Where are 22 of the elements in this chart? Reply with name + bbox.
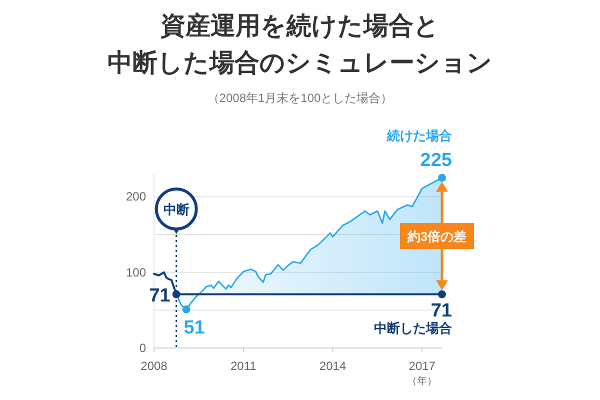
- annotation: 71: [149, 285, 171, 306]
- point: [182, 305, 190, 314]
- annotation: 51: [184, 317, 206, 338]
- x-axis-title: （年）: [407, 375, 438, 387]
- x-tick-label: 2014: [319, 359, 346, 373]
- point: [438, 290, 446, 298]
- ref-line-label: 中断: [163, 202, 190, 217]
- x-tick-label: 2017: [408, 359, 436, 373]
- point: [172, 290, 180, 298]
- text: 続けた場合: [386, 128, 452, 143]
- chart-subtitle: （2008年1月末を100とした場合）: [207, 91, 393, 105]
- annotation: 約3倍の差: [406, 229, 467, 244]
- annotation: 225: [420, 150, 452, 171]
- series-label: 中断した場合: [374, 320, 452, 336]
- point: [438, 174, 446, 182]
- x-tick-label: 2011: [230, 359, 257, 373]
- x-tick-label: 2008: [140, 359, 168, 373]
- y-tick-label: 0: [139, 341, 146, 355]
- chart-title: 資産運用を続けた場合と中断した場合のシミュレーション: [108, 12, 492, 77]
- y-tick-label: 100: [126, 265, 146, 280]
- annotation: 71: [430, 300, 452, 322]
- y-tick-label: 200: [126, 190, 146, 204]
